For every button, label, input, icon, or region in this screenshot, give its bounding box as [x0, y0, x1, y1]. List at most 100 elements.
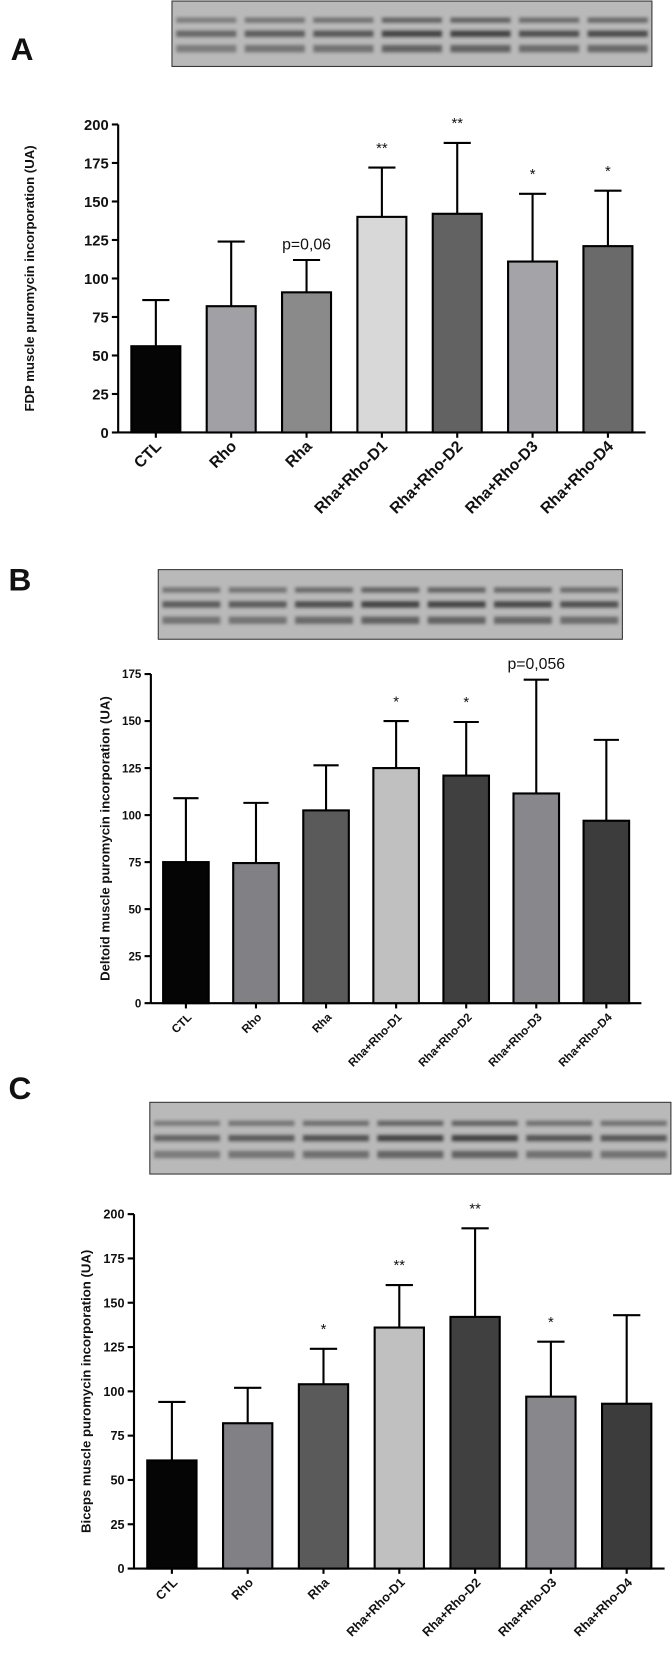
blot-band — [377, 1135, 444, 1142]
bar — [232, 861, 280, 1005]
blot-band — [176, 17, 237, 23]
x-tick-label: Rha+Rho-D3 — [486, 1010, 545, 1069]
blot-band — [162, 587, 221, 593]
blot-band — [381, 17, 443, 23]
blot-band — [600, 1120, 667, 1126]
significance-annotation: ** — [469, 1202, 481, 1218]
x-tick-label: CTL — [131, 438, 165, 472]
significance-annotation: * — [321, 1322, 327, 1338]
blot-band — [494, 587, 552, 593]
significance-annotation: ** — [394, 1258, 406, 1274]
blot-band — [381, 30, 443, 37]
significance-annotation: * — [393, 694, 399, 710]
y-tick-label: 75 — [110, 1429, 124, 1443]
y-tick-label: 25 — [92, 387, 108, 403]
blot-band — [427, 587, 486, 593]
blot-band — [600, 1135, 667, 1142]
bar — [431, 212, 483, 434]
bar — [449, 1315, 501, 1570]
significance-annotation: * — [530, 167, 536, 183]
bar — [512, 792, 561, 1005]
x-tick-label: Rha+Rho-D1 — [312, 438, 392, 518]
blot-band — [228, 1120, 295, 1126]
y-tick-label: 75 — [128, 856, 141, 869]
x-tick-label: Rha+Rho-D4 — [556, 1010, 615, 1069]
blot-band — [228, 1135, 295, 1142]
significance-annotation: p=0,056 — [507, 656, 565, 673]
bar — [507, 260, 559, 434]
blot-band — [244, 17, 305, 23]
y-axis-label: FDP muscle puromycin incorporation (UA) — [22, 145, 37, 411]
y-tick-label: 50 — [110, 1474, 124, 1488]
x-tick-label: Rha+Rho-D3 — [496, 1576, 560, 1640]
blot-band — [313, 17, 374, 23]
blot-band — [600, 1150, 667, 1159]
panel-letter: B — [8, 562, 31, 598]
y-tick-label: 50 — [92, 349, 108, 365]
significance-annotation: p=0,06 — [282, 236, 331, 253]
blot-band — [302, 1120, 369, 1126]
y-tick-label: 25 — [128, 950, 141, 963]
blot-band — [361, 587, 420, 593]
blot-band — [381, 44, 443, 53]
significance-annotation: * — [605, 164, 611, 180]
blot-band — [587, 44, 648, 53]
y-tick-label: 125 — [122, 762, 142, 775]
panel-letter: C — [8, 1070, 31, 1106]
y-tick-label: 50 — [128, 903, 141, 916]
bar — [582, 245, 634, 434]
y-tick-label: 175 — [122, 668, 142, 681]
blot-band — [295, 616, 353, 624]
y-tick-label: 175 — [103, 1252, 124, 1266]
blot-band — [451, 1150, 518, 1159]
bar — [280, 291, 333, 434]
y-tick-label: 25 — [110, 1518, 124, 1532]
blot-band — [450, 30, 511, 37]
blot-band — [313, 44, 374, 53]
blot-band — [560, 616, 619, 624]
blot-band — [450, 17, 511, 23]
y-tick-label: 100 — [122, 809, 141, 822]
blot-band — [361, 616, 420, 624]
bar — [130, 345, 182, 434]
blot-band — [587, 30, 648, 37]
panel-letter: A — [11, 31, 34, 67]
blot-band — [154, 1120, 221, 1126]
y-tick-label: 0 — [100, 426, 108, 442]
bar — [372, 767, 420, 1005]
bar — [146, 1459, 198, 1570]
x-tick-label: Rha — [305, 1575, 332, 1602]
western-blot — [157, 569, 623, 640]
blot-band — [313, 30, 374, 37]
x-tick-label: Rha+Rho-D1 — [346, 1010, 405, 1069]
blot-band — [377, 1150, 444, 1159]
bar — [297, 1383, 350, 1570]
blot-band — [361, 601, 420, 608]
y-tick-label: 125 — [103, 1341, 124, 1355]
blot-band — [526, 1150, 593, 1159]
blot-band — [560, 587, 619, 593]
y-tick-label: 125 — [84, 233, 109, 249]
x-tick-label: Rho — [239, 1011, 264, 1036]
y-tick-label: 0 — [117, 1562, 124, 1576]
y-tick-label: 150 — [84, 195, 109, 211]
blot-band — [154, 1150, 221, 1159]
blot-band — [176, 30, 237, 37]
bar — [162, 861, 210, 1005]
bar — [222, 1422, 274, 1570]
x-tick-label: Rho — [207, 438, 241, 472]
blot-band — [526, 1135, 593, 1142]
bar — [600, 1402, 653, 1570]
y-tick-label: 100 — [84, 272, 109, 288]
blot-band — [228, 587, 287, 593]
blot-band — [176, 44, 237, 53]
blot-band — [228, 616, 287, 624]
blot-band — [162, 601, 221, 608]
blot-band — [519, 17, 580, 23]
bar — [356, 215, 408, 434]
x-tick-label: Rha+Rho-D1 — [344, 1576, 408, 1640]
bar — [525, 1395, 577, 1570]
blot-band — [494, 616, 552, 624]
significance-annotation: ** — [451, 116, 463, 132]
